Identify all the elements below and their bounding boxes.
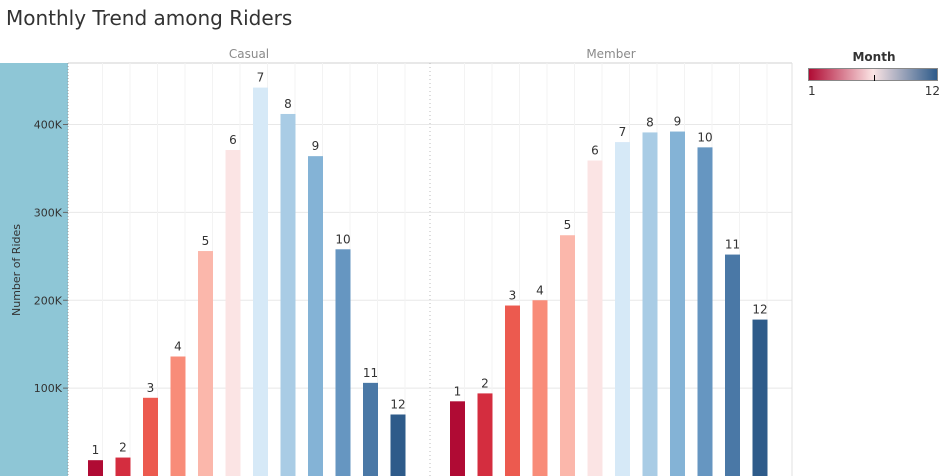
- bar-label: 1: [454, 384, 462, 398]
- bar: [363, 382, 378, 476]
- bar: [642, 132, 658, 476]
- bar: [560, 235, 575, 476]
- bar: [280, 113, 296, 476]
- chart-title: Monthly Trend among Riders: [6, 6, 293, 30]
- y-axis-title: Number of Rides: [10, 224, 23, 316]
- bar: [390, 414, 406, 476]
- bar-label: 4: [174, 339, 182, 353]
- y-tick-label: 300K: [34, 206, 63, 219]
- bar-label: 4: [536, 283, 544, 297]
- bar: [725, 254, 740, 476]
- bar-label: 8: [646, 115, 654, 129]
- bar: [253, 87, 268, 476]
- bar: [88, 460, 103, 476]
- bar-label: 6: [591, 144, 599, 158]
- bar-label: 7: [619, 125, 627, 139]
- bar: [198, 251, 213, 476]
- bar-label: 11: [363, 366, 378, 380]
- bar-label: 6: [229, 133, 237, 147]
- legend-midpoint-marker: [874, 75, 875, 81]
- bar: [225, 149, 241, 476]
- bar: [615, 142, 630, 476]
- y-tick-label: 100K: [34, 382, 63, 395]
- legend-title: Month: [852, 50, 896, 64]
- bar-label: 2: [119, 441, 127, 455]
- bar: [505, 305, 520, 476]
- color-legend: Month 1 12: [808, 50, 940, 98]
- bar: [670, 131, 685, 476]
- legend-color-ramp: [808, 68, 938, 81]
- y-axis-band: [0, 63, 68, 476]
- legend-max-label: 12: [924, 84, 940, 98]
- bar: [450, 401, 465, 476]
- panel-header: Casual: [229, 47, 269, 61]
- bar: [308, 156, 323, 476]
- bar: [752, 319, 768, 476]
- bar-label: 7: [257, 71, 265, 85]
- bar-label: 12: [752, 303, 767, 317]
- bar: [697, 147, 713, 476]
- bar: [532, 300, 548, 476]
- bar: [335, 249, 351, 476]
- bar-label: 3: [147, 381, 155, 395]
- y-tick-label: 400K: [34, 119, 63, 132]
- bar-label: 8: [284, 97, 292, 111]
- bar-label: 9: [312, 139, 320, 153]
- bar: [477, 393, 493, 476]
- bar: [115, 457, 131, 476]
- y-axis: 100K 200K 300K 400K Number of Rides: [10, 63, 69, 476]
- bar-label: 10: [335, 232, 350, 246]
- bar: [170, 356, 186, 476]
- bar: [587, 160, 603, 476]
- bar-label: 2: [481, 376, 489, 390]
- legend-min-label: 1: [808, 84, 816, 98]
- bar-label: 5: [202, 234, 210, 248]
- bar-label: 10: [697, 130, 712, 144]
- bar-label: 9: [674, 115, 682, 129]
- bar: [143, 397, 158, 476]
- panel-header: Member: [586, 47, 635, 61]
- bar-label: 1: [92, 443, 100, 457]
- bar-label: 12: [390, 397, 405, 411]
- bar-label: 11: [725, 238, 740, 252]
- y-tick-label: 200K: [34, 294, 63, 307]
- bar-label: 3: [509, 289, 517, 303]
- bar-label: 5: [564, 218, 572, 232]
